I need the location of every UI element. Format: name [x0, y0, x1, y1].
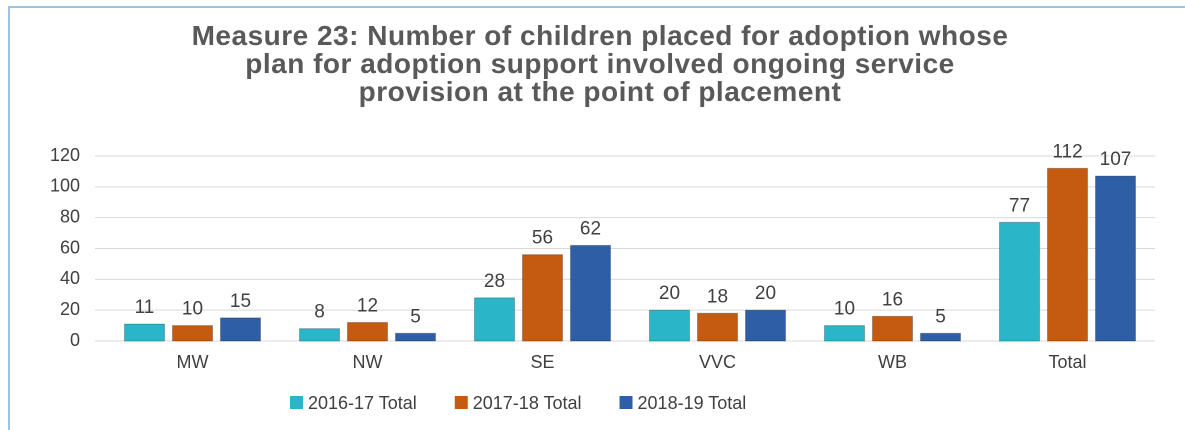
- x-tick-label: VVC: [699, 352, 736, 372]
- bar: [347, 322, 388, 342]
- bar: [522, 254, 563, 342]
- y-tick-label: 40: [60, 268, 80, 288]
- x-tick-label: SE: [530, 352, 554, 372]
- value-label: 20: [755, 283, 776, 304]
- chart-title: Measure 23: Number of children placed fo…: [191, 20, 1009, 107]
- value-label: 15: [230, 291, 251, 312]
- legend-label: 2017-18 Total: [473, 393, 582, 413]
- value-label: 8: [314, 302, 325, 323]
- value-label: 28: [484, 271, 505, 292]
- bar: [999, 221, 1040, 342]
- value-label: 112: [1052, 141, 1082, 162]
- bar: [649, 309, 690, 342]
- legend-swatch: [454, 396, 468, 409]
- y-tick-label: 100: [50, 176, 80, 196]
- y-tick-label: 120: [50, 145, 80, 165]
- x-tick-label: Total: [1048, 352, 1086, 372]
- x-tick-label: NW: [353, 352, 383, 372]
- value-label: 10: [834, 299, 855, 320]
- bar: [395, 332, 436, 342]
- frame: [8, 6, 1185, 430]
- legend-swatch: [290, 396, 303, 409]
- bar: [299, 328, 340, 342]
- value-label: 16: [882, 289, 903, 310]
- value-label: 11: [135, 297, 155, 318]
- bar: [920, 332, 961, 342]
- legend-swatch: [619, 396, 633, 409]
- bar: [697, 312, 738, 342]
- value-label: 62: [580, 218, 601, 239]
- value-label: 12: [357, 296, 378, 317]
- value-label: 20: [659, 283, 680, 304]
- x-tick-label: WB: [878, 352, 907, 372]
- bar: [745, 309, 786, 342]
- bar: [1047, 167, 1088, 342]
- value-label: 107: [1100, 149, 1132, 170]
- value-label: 5: [410, 306, 421, 327]
- y-tick-label: 80: [60, 206, 80, 226]
- y-tick-label: 0: [70, 330, 80, 350]
- bar: [1095, 175, 1136, 342]
- legend-label: 2016-17 Total: [308, 393, 417, 413]
- bar: [824, 325, 865, 342]
- x-tick-label: MW: [177, 352, 209, 372]
- legend-label: 2018-19 Total: [638, 393, 747, 413]
- value-label: 77: [1009, 195, 1030, 216]
- bar: [124, 323, 165, 342]
- y-tick-label: 60: [60, 237, 80, 257]
- value-label: 10: [182, 299, 203, 320]
- bar: [220, 317, 261, 342]
- bar: [872, 315, 913, 342]
- y-tick-label: 20: [60, 299, 80, 319]
- value-label: 56: [532, 228, 553, 249]
- bar: [474, 297, 515, 342]
- bar: [172, 325, 213, 342]
- bar: [570, 244, 611, 342]
- value-label: 18: [707, 286, 728, 307]
- value-label: 5: [935, 306, 946, 327]
